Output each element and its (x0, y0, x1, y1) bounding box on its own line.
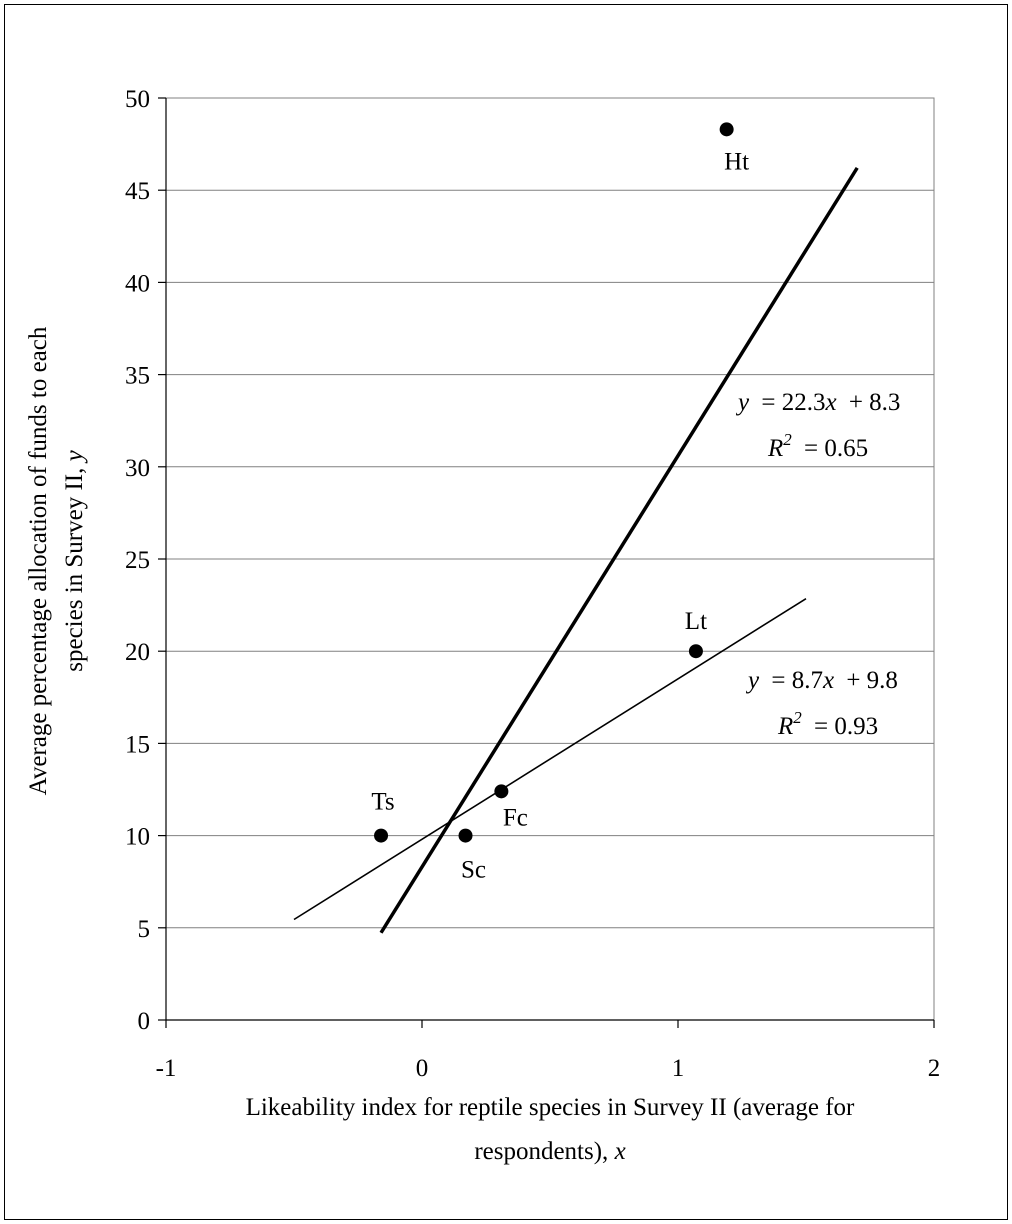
trend-line-2 (293, 597, 807, 921)
data-point-sc (458, 828, 473, 843)
point-label-ht: Ht (724, 148, 749, 175)
x-axis-title-line-2: respondents), x (474, 1138, 625, 1165)
y-tick-label: 20 (125, 639, 150, 666)
data-point-fc (494, 784, 509, 799)
trend-lines (293, 166, 859, 934)
data-points: Ts Sc Fc Lt Ht (371, 122, 749, 884)
y-tick-labels: 0 5 10 15 20 25 30 35 40 45 50 (125, 86, 150, 1035)
y-tick-label: 45 (125, 178, 150, 205)
y-tick-label: 5 (138, 916, 151, 943)
y-axis-title: Average percentage allocation of funds t… (25, 326, 88, 795)
y-axis-title-line-1: Average percentage allocation of funds t… (25, 326, 52, 795)
x-tick-labels: -1 0 1 2 (156, 1055, 941, 1082)
y-tick-label: 50 (125, 86, 150, 113)
y-tick-label: 30 (125, 455, 150, 482)
point-label-sc: Sc (461, 857, 486, 884)
axes (158, 97, 935, 1028)
y-tick-label: 15 (125, 731, 150, 758)
data-point-lt (688, 644, 703, 659)
y-axis-title-line-2: species in Survey II, y (61, 449, 88, 671)
chart-frame (4, 4, 1008, 1220)
y-tick-label: 25 (125, 547, 150, 574)
trend-line-1 (379, 166, 859, 934)
data-point-ht (719, 122, 734, 137)
x-tick-label: 0 (416, 1055, 429, 1082)
x-tick-label: -1 (156, 1055, 177, 1082)
equation-2: y = 8.7x + 9.8 (745, 667, 898, 694)
point-label-lt: Lt (685, 608, 707, 635)
data-point-ts (374, 828, 389, 843)
r-squared-1: R2 = 0.65 (767, 424, 868, 462)
equation-1: y = 22.3x + 8.3 (735, 389, 900, 416)
y-tick-label: 35 (125, 363, 150, 390)
point-label-ts: Ts (371, 789, 394, 816)
point-label-fc: Fc (503, 804, 528, 831)
y-tick-label: 0 (138, 1008, 151, 1035)
x-tick-label: 1 (672, 1055, 685, 1082)
r-squared-2: R2 = 0.93 (777, 702, 878, 740)
gridlines (166, 189, 934, 929)
y-tick-label: 40 (125, 270, 150, 297)
y-tick-label: 10 (125, 824, 150, 851)
x-tick-label: 2 (928, 1055, 941, 1082)
x-axis-title-line-1: Likeability index for reptile species in… (246, 1094, 855, 1121)
